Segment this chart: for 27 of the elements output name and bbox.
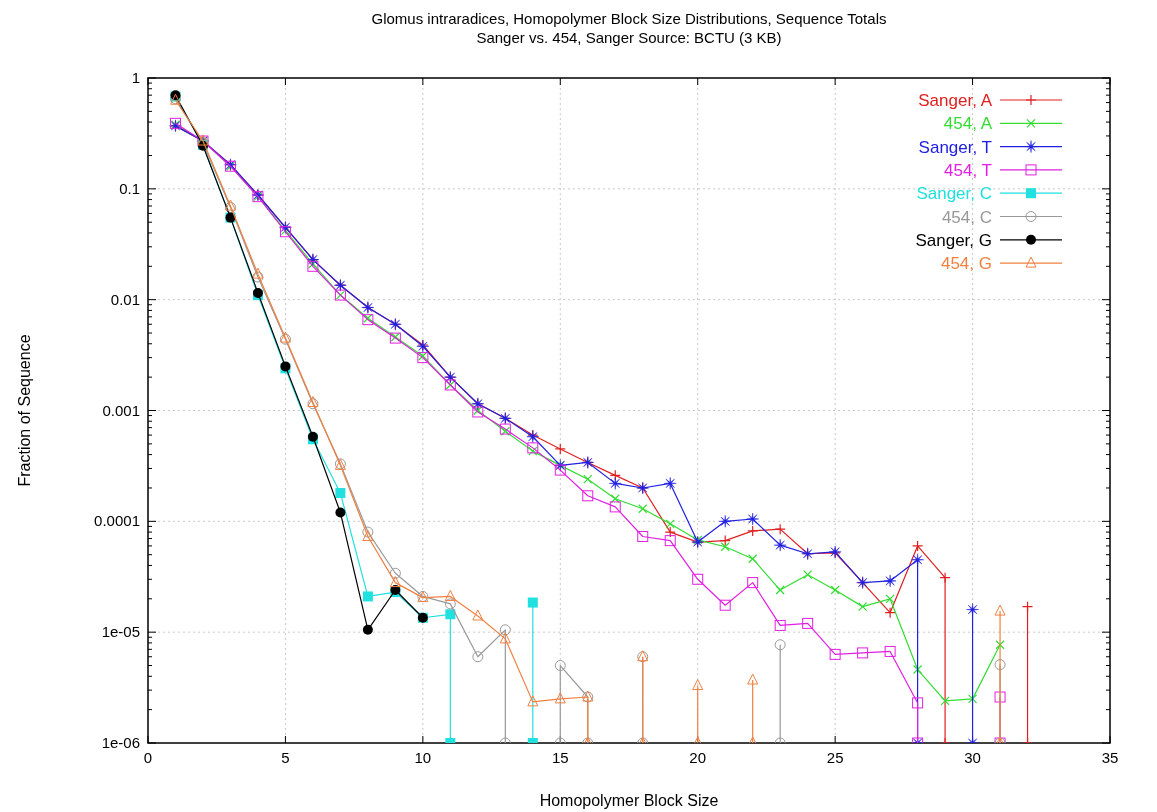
legend-label: Sanger, T bbox=[918, 137, 992, 157]
x-tick-label: 35 bbox=[1101, 749, 1119, 766]
x-tick-label: 10 bbox=[414, 749, 432, 766]
chart-title: Glomus intraradices, Homopolymer Block Size Distributions, Sequence Totals bbox=[371, 10, 887, 27]
x-tick-label: 20 bbox=[689, 749, 707, 766]
legend-label: 454, A bbox=[943, 114, 993, 134]
x-tick-label: 15 bbox=[551, 749, 569, 766]
legend-label: 454, T bbox=[944, 160, 992, 180]
x-tick-label: 5 bbox=[281, 749, 290, 766]
y-tick-label: 0.001 bbox=[102, 401, 140, 419]
y-tick-label: 1e-05 bbox=[101, 623, 140, 641]
y-tick-label: 0.1 bbox=[119, 179, 140, 197]
legend-label: 454, C bbox=[941, 207, 992, 227]
y-tick-label: 0.01 bbox=[110, 290, 140, 308]
y-axis-title: Fraction of Sequence bbox=[16, 334, 33, 487]
y-tick-label: 0.0001 bbox=[94, 512, 140, 530]
y-tick-label: 1 bbox=[131, 69, 140, 86]
chart-subtitle: Sanger vs. 454, Sanger Source: BCTU (3 KB) bbox=[476, 29, 782, 46]
legend-label: Sanger, G bbox=[915, 230, 992, 250]
x-tick-label: 0 bbox=[143, 749, 153, 766]
x-tick-label: 30 bbox=[964, 749, 981, 766]
legend-label: Sanger, C bbox=[916, 184, 992, 204]
x-tick-label: 25 bbox=[826, 749, 844, 766]
y-tick-label: 1e-06 bbox=[101, 734, 140, 751]
legend-label: Sanger, A bbox=[918, 91, 993, 110]
legend-label: 454, G bbox=[940, 254, 992, 274]
x-axis-title: Homopolymer Block Size bbox=[539, 792, 719, 809]
